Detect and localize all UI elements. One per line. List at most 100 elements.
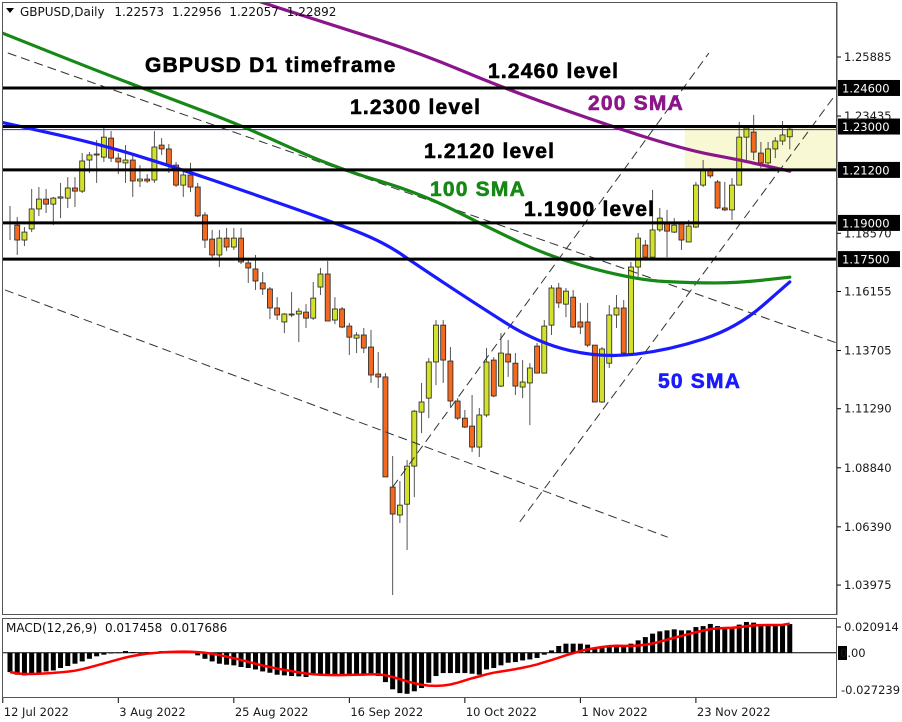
candle [534, 342, 540, 374]
macd-histogram-bar [455, 652, 461, 674]
candle-body-bear [591, 344, 598, 403]
macd-histogram-bar [505, 652, 511, 663]
candle [230, 227, 237, 250]
macd-panel[interactable] [3, 621, 837, 694]
candle [671, 218, 678, 234]
candle-body-bear [324, 273, 331, 322]
candle-body-bull [122, 159, 129, 164]
candle-body-bear [375, 373, 382, 378]
macd-histogram-bar [476, 652, 482, 675]
candle-body-bull [295, 310, 302, 315]
candle-body-bear [678, 223, 685, 241]
macd-histogram-bar [447, 652, 453, 674]
candle-body-bull [425, 361, 432, 399]
candle [519, 360, 526, 399]
macd-histogram-bar [50, 652, 56, 671]
candle [461, 409, 468, 429]
candle [209, 229, 216, 260]
price-panel[interactable] [0, 0, 837, 596]
macd-histogram-bar [462, 652, 468, 674]
candle [158, 138, 165, 155]
macd-histogram-bar [743, 621, 749, 653]
candle [584, 302, 591, 348]
candle-body-bear [165, 148, 172, 166]
dropdown-triangle-icon[interactable] [6, 8, 14, 13]
candle-body-bear [620, 307, 627, 354]
candle-body-bull [671, 224, 678, 233]
candle [454, 398, 461, 421]
candle [79, 153, 86, 194]
candle-body-bear [447, 360, 454, 402]
level-price-label: 1.21200 [842, 163, 890, 177]
macd-title: MACD(12,26,9) [6, 621, 97, 635]
candle [526, 363, 533, 426]
candle [252, 254, 259, 290]
price-tick-label: 1.11290 [844, 402, 892, 416]
macd-signal-value: 0.017686 [170, 621, 227, 635]
candle [288, 292, 295, 318]
candle [295, 308, 302, 342]
macd-histogram-bar [36, 652, 42, 673]
macd-histogram-bar [382, 652, 388, 683]
macd-histogram-bar [419, 652, 425, 689]
macd-histogram-bar [195, 652, 201, 656]
candle-body-bull [317, 273, 324, 288]
trendline-dashed [4, 289, 668, 538]
price-tick-label: 1.23435 [844, 109, 892, 123]
macd-histogram-bar [303, 652, 309, 678]
macd-axis-min: -0.027239 [841, 683, 900, 697]
candle-body-bear [512, 362, 519, 387]
macd-histogram-bar [686, 630, 692, 653]
candle [635, 233, 642, 277]
macd-histogram-bar [224, 652, 230, 665]
macd-histogram-bar [707, 623, 713, 653]
candle [245, 258, 252, 283]
macd-histogram-bar [527, 652, 533, 660]
macd-histogram-bar [606, 646, 612, 653]
candle-body-bull [310, 297, 317, 319]
candle-body-bear [194, 186, 201, 217]
macd-histogram-bar [296, 652, 302, 677]
candle-body-bull [433, 324, 439, 363]
trendline-dashed [519, 94, 836, 523]
candle-body-bull [404, 465, 411, 505]
macd-histogram-bar [484, 652, 490, 670]
candle [180, 171, 187, 197]
macd-histogram-bar [570, 643, 576, 653]
candle [469, 395, 475, 453]
level-price-label: 1.19000 [842, 216, 890, 230]
trendline-dashed [392, 52, 710, 488]
candle [339, 307, 346, 329]
macd-histogram-bar [260, 652, 266, 672]
candle-body-bull [86, 154, 93, 161]
candle-body-bear [158, 144, 165, 150]
macd-histogram-bar [599, 648, 605, 653]
candle-body-bull [281, 313, 288, 323]
candle-body-bull [526, 367, 533, 384]
candle-body-bull [613, 307, 620, 316]
macd-zero-marker [838, 646, 847, 660]
candle-body-bear [115, 157, 122, 163]
macd-histogram-bar [404, 652, 410, 694]
candle-body-bull [772, 140, 779, 150]
close-value: 1.22892 [287, 5, 337, 19]
candle-body-bear [577, 321, 584, 328]
annotation-sma200: 200 SMA [588, 92, 684, 115]
trendlines-layer [4, 52, 836, 538]
macd-histogram-bar [354, 652, 360, 675]
macd-histogram-bar [202, 652, 208, 659]
candle [64, 177, 71, 208]
candle-body-bear [202, 214, 208, 241]
candle [368, 329, 374, 383]
candle-body-bear [72, 187, 78, 192]
candle-body-bull [216, 237, 223, 256]
level-price-box [838, 214, 900, 231]
candle-body-bear [461, 417, 468, 428]
candle-body-bull [786, 128, 793, 138]
candle-body-bear [360, 334, 367, 349]
macd-histogram-bar [715, 626, 721, 653]
candle-body-bull [498, 352, 504, 387]
candle-body-bear [259, 282, 266, 290]
macd-histogram-bar [722, 628, 728, 653]
macd-histogram-bar [375, 652, 381, 677]
